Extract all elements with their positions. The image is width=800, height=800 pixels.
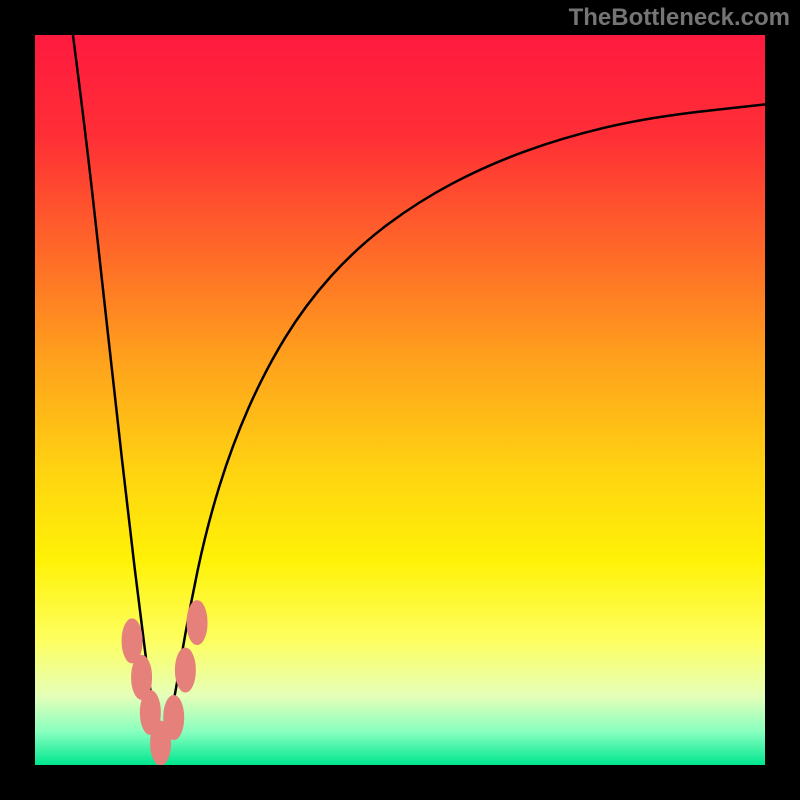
chart-container: TheBottleneck.com (0, 0, 800, 800)
curve-marker (175, 648, 195, 692)
bottleneck-chart (0, 0, 800, 800)
watermark-text: TheBottleneck.com (569, 4, 790, 32)
curve-marker (164, 696, 184, 740)
curve-marker (187, 601, 207, 645)
